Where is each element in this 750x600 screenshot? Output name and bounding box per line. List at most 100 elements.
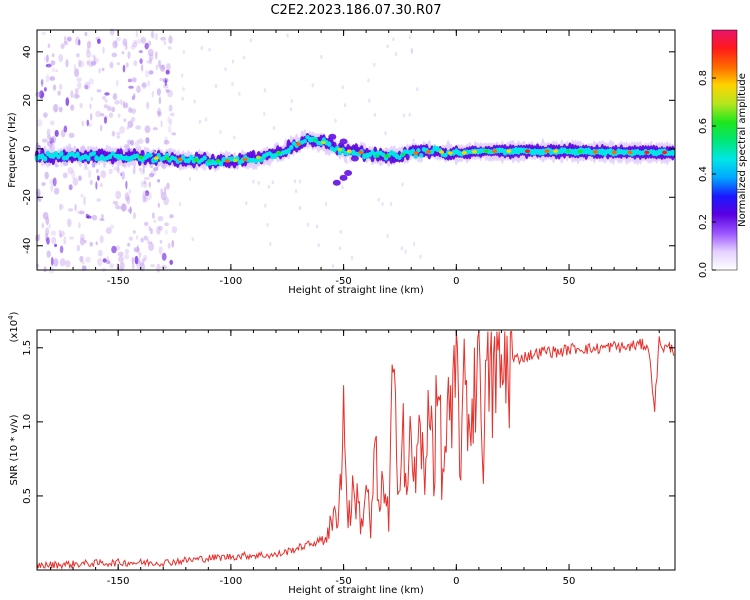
spectrogram-noise-blob bbox=[141, 82, 147, 88]
spectrogram-noise-blob bbox=[76, 53, 80, 58]
spectrogram-noise-blob bbox=[52, 53, 55, 58]
spectrogram-ridge-cell bbox=[107, 154, 113, 160]
spectrogram-frame bbox=[36, 29, 676, 271]
spectrogram-noise-blob bbox=[157, 179, 161, 183]
spectrogram-noise-blob bbox=[51, 236, 57, 244]
spectrogram-noise-blob bbox=[116, 135, 121, 139]
spectrogram-noise-blob bbox=[127, 51, 131, 59]
spectrogram-noise-blob bbox=[238, 91, 241, 96]
spectrogram-noise-blob bbox=[66, 36, 72, 42]
snr-series-line bbox=[36, 330, 675, 570]
spectrogram-noise-blob bbox=[168, 104, 173, 112]
spectrogram-noise-blob bbox=[159, 77, 164, 82]
spectrogram-peak-cell bbox=[662, 150, 668, 155]
spectrogram-noise-blob bbox=[257, 180, 260, 185]
spectrogram-noise-blob bbox=[88, 58, 91, 68]
spectrogram-noise-blob bbox=[49, 178, 55, 185]
spectrogram-noise-blob bbox=[47, 141, 50, 146]
spectrogram-noise-blob bbox=[147, 48, 154, 57]
spectrogram-ridge-cell bbox=[86, 155, 91, 162]
spectrogram-noise-blob bbox=[100, 124, 103, 132]
spectrogram-noise-blob bbox=[334, 118, 337, 123]
spectrogram-peak-cell bbox=[627, 150, 633, 155]
spectrogram-noise-blob bbox=[116, 79, 119, 87]
spectrogram-noise-blob bbox=[109, 224, 114, 229]
spectrogram-noise-blob bbox=[68, 184, 73, 191]
spectrogram-peak-cell bbox=[553, 149, 559, 153]
spectrogram-noise-blob bbox=[271, 180, 274, 185]
colorbar-label: Normalized spectral amplitude bbox=[737, 73, 748, 227]
spectrogram-noise-blob bbox=[46, 250, 51, 258]
spectrogram-noise-blob bbox=[298, 179, 302, 184]
y-tick-label: -20 bbox=[22, 189, 33, 205]
spectrogram-noise-blob bbox=[373, 62, 376, 67]
spectrogram-noise-blob bbox=[59, 203, 62, 211]
spectrogram-noise-blob bbox=[145, 137, 150, 144]
colorbar-tick-label: 0.6 bbox=[698, 118, 709, 134]
spectrogram-noise-blob bbox=[143, 180, 146, 185]
spectrogram-noise-blob bbox=[142, 164, 145, 173]
spectrogram-noise-blob bbox=[389, 201, 393, 206]
spectrogram-peak-cell bbox=[577, 149, 583, 154]
spectrogram-noise-blob bbox=[419, 254, 422, 259]
spectrogram-noise-blob bbox=[97, 257, 103, 267]
spectrogram-noise-blob bbox=[144, 192, 150, 196]
spectrogram-noise-blob bbox=[84, 84, 89, 90]
spectrogram-peak-cell bbox=[544, 149, 550, 153]
spectrogram-noise-blob bbox=[219, 130, 222, 135]
colorbar-tick-label: 0.8 bbox=[698, 70, 709, 86]
spectrogram-noise-blob bbox=[59, 203, 64, 210]
spectrogram-noise-blob bbox=[148, 40, 152, 47]
spectrogram-noise-blob bbox=[167, 242, 171, 249]
spectrogram-noise-blob bbox=[115, 204, 120, 210]
spectrogram-noise-blob bbox=[78, 39, 81, 46]
spectrogram-noise-blob bbox=[118, 255, 124, 263]
spectrogram-noise-blob bbox=[68, 132, 75, 138]
spectrogram-noise-blob bbox=[181, 96, 184, 101]
colorbar-tick-label: 0.0 bbox=[698, 262, 709, 278]
spectrogram-noise-blob bbox=[74, 88, 79, 95]
spectrogram-noise-blob bbox=[156, 88, 161, 96]
spectrogram-noise-blob bbox=[115, 131, 121, 136]
spectrogram-noise-blob bbox=[158, 246, 163, 255]
spectrogram-noise-blob bbox=[145, 190, 149, 197]
spectrogram-noise-blob bbox=[48, 224, 51, 229]
spectrogram-noise-blob bbox=[386, 44, 389, 49]
spectrogram-noise-blob bbox=[135, 235, 139, 240]
spectrogram-noise-blob bbox=[182, 50, 185, 55]
spectrogram-noise-blob bbox=[138, 167, 142, 172]
snr-y-label: SNR (10 * v/v) bbox=[9, 414, 20, 485]
spectrogram-noise-blob bbox=[41, 79, 45, 82]
spectrogram-noise-blob bbox=[97, 38, 101, 44]
spectrogram-noise-blob bbox=[78, 59, 82, 68]
spectrogram-noise-blob bbox=[404, 249, 407, 254]
spectrogram-noise-blob bbox=[148, 173, 155, 178]
spectrogram-noise-blob bbox=[104, 92, 110, 96]
spectrogram-noise-blob bbox=[50, 136, 57, 144]
spectrogram-noise-blob bbox=[70, 104, 75, 111]
spectrogram-noise-blob bbox=[83, 196, 86, 206]
spectrogram-noise-blob bbox=[41, 222, 44, 229]
spectrogram-noise-blob bbox=[50, 230, 57, 236]
spectrogram-noise-blob bbox=[338, 246, 341, 251]
spectrogram-noise-blob bbox=[53, 187, 60, 195]
spectrogram-noise-blob bbox=[76, 244, 81, 252]
spectrogram-noise-blob bbox=[78, 175, 82, 181]
spectrogram-noise-blob bbox=[157, 107, 161, 115]
spectrogram-noise-blob bbox=[97, 249, 103, 257]
spectrogram-noise-blob bbox=[160, 120, 163, 128]
spectrogram-noise-blob bbox=[294, 189, 298, 194]
spectrogram-noise-blob bbox=[134, 140, 140, 148]
spectrogram-noise-blob bbox=[367, 78, 370, 83]
spectrogram-noise-blob bbox=[150, 164, 154, 169]
spectrogram-noise-blob bbox=[135, 30, 139, 38]
spectrogram-noise-blob bbox=[105, 227, 112, 235]
spectrogram-noise-blob bbox=[137, 258, 141, 265]
spectrogram-peak-cell bbox=[592, 150, 598, 154]
spectrogram-noise-blob bbox=[147, 80, 150, 87]
spectrogram-noise-blob bbox=[85, 256, 91, 263]
spectrogram-noise-blob bbox=[88, 123, 92, 127]
spectrogram-noise-blob bbox=[37, 197, 42, 203]
spectrogram-noise-blob bbox=[100, 170, 107, 179]
spectrogram-noise-blob bbox=[193, 99, 196, 104]
